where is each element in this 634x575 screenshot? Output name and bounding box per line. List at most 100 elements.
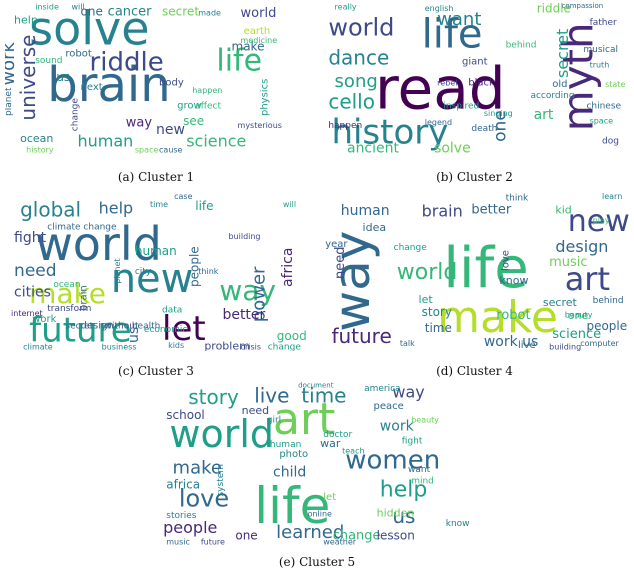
cloud-word: secret	[543, 296, 578, 309]
wordcloud-svg: art life world women love help story live time ma…	[163, 382, 470, 546]
cloud-word: secret	[162, 5, 199, 19]
cloud-word: inspired	[443, 101, 479, 111]
cloud-word: art	[273, 394, 335, 445]
cloud-word: song	[335, 71, 378, 92]
cloud-word: economic	[144, 325, 187, 335]
cloud-word: legend	[425, 118, 452, 127]
cloud-word: life	[443, 236, 528, 301]
cloud-word: robot	[496, 308, 530, 323]
cloud-word: make	[437, 292, 558, 343]
cloud-word: climate change	[47, 222, 117, 232]
cloud-word: human	[341, 203, 390, 219]
cloud-word: design	[81, 321, 114, 332]
cloud-word: old	[552, 79, 567, 90]
cloud-word: life	[195, 199, 213, 213]
cloud-word: work	[5, 41, 19, 85]
cloud-word: behind	[506, 41, 537, 51]
cloud-word: case	[174, 192, 192, 201]
cloud-word: beauty	[411, 415, 439, 424]
cloud-word: story	[188, 385, 239, 409]
cloud-word: city	[135, 267, 152, 277]
cloud-word: brain	[47, 57, 170, 113]
cloud-word: music	[166, 537, 190, 546]
cloud-word: science	[186, 131, 246, 150]
cloud-word: way	[126, 116, 153, 131]
cloud-word: secret	[65, 322, 93, 332]
cloud-word: doctor	[323, 430, 352, 440]
cloud-word: fight	[402, 437, 423, 447]
cloud-word: work	[32, 314, 56, 325]
cloud-word: know	[446, 519, 470, 529]
cloud-word: lesson	[377, 528, 415, 542]
cloud-word: world	[397, 260, 458, 285]
cloud-word: way	[219, 274, 276, 307]
cloud-word: one	[235, 528, 257, 542]
cloud-word: peace	[374, 401, 404, 412]
cloud-word: better	[222, 307, 265, 323]
cloud-word: grow	[177, 100, 202, 111]
cloud-word: better	[471, 202, 511, 217]
cloud-word: black	[468, 78, 495, 89]
cloud-word: way	[392, 383, 424, 402]
cloud-word: world	[241, 6, 277, 21]
cloud-word: robot	[65, 49, 91, 60]
cloud-word: let	[419, 293, 434, 306]
cloud-word: solve	[29, 2, 149, 56]
cloud-word: war	[320, 437, 341, 450]
cloud-word: one	[568, 309, 589, 322]
cloud-word: climate	[23, 342, 53, 351]
cloud-word: without	[105, 322, 139, 332]
cloud-word: mysterious	[238, 121, 282, 130]
cloud-word: health	[132, 322, 161, 332]
cloud-word: life	[422, 12, 483, 58]
cloud-word: planet	[5, 87, 14, 116]
cloud-word: make	[29, 277, 106, 310]
wordcloud-cluster-1: solve brain riddle life universe work human sci…	[5, 2, 307, 154]
cloud-word: time	[150, 200, 168, 209]
cloud-word: state	[605, 80, 625, 89]
cloud-word: future	[29, 310, 132, 350]
cloud-word: happen	[192, 86, 222, 95]
cloud-word: dance	[328, 45, 389, 69]
cloud-word: story	[422, 305, 452, 319]
cloud-word: myth	[554, 22, 603, 131]
cloud-word: chinese	[586, 101, 621, 111]
cloud-word: future	[331, 324, 391, 348]
cloud-word: think	[198, 267, 219, 276]
cloud-word: history	[26, 145, 54, 154]
cloud-word: think	[506, 194, 529, 204]
cloud-word: document	[298, 382, 334, 390]
cloud-word: want	[437, 9, 481, 30]
cloud-word: human	[135, 244, 177, 258]
cloud-word: stories	[166, 511, 196, 521]
cloud-word: power	[249, 266, 270, 322]
cloud-word: human	[77, 131, 133, 150]
cloud-word: music	[549, 255, 587, 270]
cloud-word: computer	[580, 339, 619, 348]
cloud-word: science	[552, 327, 601, 342]
cloud-word: building	[228, 232, 260, 241]
cloud-word: help	[99, 198, 134, 217]
cloud-word: physics	[260, 79, 271, 116]
cloud-word: data	[162, 306, 182, 316]
cloud-word: america	[364, 384, 400, 394]
cloud-word: ocean	[53, 280, 80, 290]
cloud-word: future	[201, 537, 225, 546]
cloud-word: year	[325, 239, 348, 250]
cloud-word: world	[35, 217, 162, 271]
cloud-word: father	[590, 18, 617, 28]
caption-cluster-1: (a) Cluster 1	[117, 170, 195, 184]
cloud-word: transform	[47, 304, 91, 314]
cloud-word: affect	[195, 101, 221, 111]
cloud-word: change	[268, 342, 302, 351]
cloud-word: child	[273, 465, 306, 481]
cloud-word: learned	[276, 522, 344, 543]
cloud-word: mind	[411, 476, 434, 486]
cloud-word: let	[323, 492, 336, 503]
cloud-word: africa	[166, 477, 200, 491]
cloud-word: truth	[590, 60, 610, 69]
cloud-word: one	[491, 110, 511, 142]
wordcloud-cluster-2: read life myth history world dance cello song wa…	[319, 2, 630, 154]
cloud-word: help	[380, 478, 428, 503]
